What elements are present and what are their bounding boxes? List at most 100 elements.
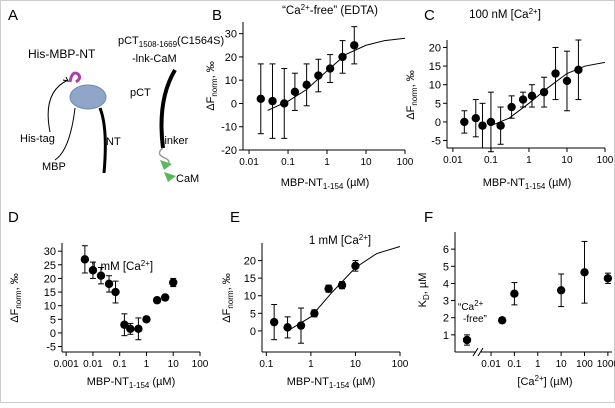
- y-tick-label: 15: [244, 273, 256, 285]
- data-point: [134, 324, 143, 334]
- data-point: [310, 309, 319, 318]
- his-tag: [68, 71, 82, 84]
- label: MBP: [42, 161, 66, 173]
- text-part: “Ca: [458, 302, 475, 313]
- panel-a: A His-MBP-NT pCT1508-1669(C1564S) -lnk-C…: [8, 7, 224, 185]
- annotation: “Ca2+: [458, 299, 484, 313]
- text-part: 1 mM [Ca: [91, 261, 141, 273]
- panel-letter: C: [424, 7, 435, 24]
- data-point: [290, 87, 300, 97]
- x-tick-label: 0.1: [484, 155, 498, 166]
- y-tick-label: 2: [443, 313, 449, 325]
- data-point: [324, 284, 333, 293]
- data-point: [142, 315, 151, 324]
- data-point: [111, 287, 120, 297]
- x-tick-label: 0.1: [507, 359, 521, 370]
- x-tick-label: 0.001: [54, 359, 79, 370]
- data-point: [104, 279, 114, 289]
- y-tick-label: 5: [443, 261, 449, 273]
- text-part: , ‰: [405, 70, 417, 87]
- label: His-MBP-NT: [28, 47, 96, 61]
- annotation: -free”: [463, 314, 487, 325]
- chart-title: “Ca2+-free” (EDTA): [282, 3, 378, 17]
- x-tick-label: 0.1: [281, 157, 295, 168]
- fit-curve: [490, 61, 606, 127]
- y-tick-label: 4: [443, 278, 449, 290]
- subscript: 1-154: [129, 381, 150, 390]
- text-part: ] (µM): [544, 376, 573, 388]
- pct-chain: [159, 68, 177, 149]
- text-part: (µM): [349, 376, 375, 388]
- data-point: [96, 271, 106, 280]
- label: pCT1508-1669(C1564S): [118, 35, 224, 49]
- data-point: [337, 280, 347, 290]
- data-point: [283, 323, 292, 332]
- panel-letter: A: [8, 7, 18, 24]
- x-tick-label: 100: [192, 359, 209, 370]
- y-tick-label: 10: [244, 291, 256, 303]
- y-tick-label: 10: [225, 75, 237, 87]
- data-point: [603, 274, 613, 283]
- y-tick-label: 0: [250, 326, 256, 338]
- x-tick-label: 1: [308, 359, 314, 370]
- data-point: [497, 316, 507, 325]
- x-axis-label: MBP-NT1-154 (µM): [287, 376, 376, 390]
- superscript: 2+: [141, 259, 150, 268]
- chart-title: 100 nM [Ca2+]: [469, 7, 541, 21]
- data-point: [88, 266, 98, 275]
- x-axis-label: MBP-NT1-154 (µM): [281, 177, 370, 191]
- arrow-head: [62, 76, 69, 82]
- y-tick-label: 5: [250, 308, 256, 320]
- y-tick-label: 5: [435, 98, 441, 110]
- text-part: 100 nM [Ca: [469, 9, 529, 21]
- data-point: [471, 114, 480, 123]
- data-point: [350, 41, 359, 50]
- data-point: [510, 289, 519, 298]
- y-axis-label: ΔFnorm, ‰: [405, 70, 419, 119]
- y-tick-label: 20: [44, 273, 56, 285]
- label: CaM: [176, 173, 199, 185]
- x-tick-label: 10: [168, 359, 180, 370]
- text-part: MBP-NT: [287, 376, 329, 388]
- label-part: (C1564S): [177, 35, 224, 47]
- text-part: ΔF: [205, 96, 217, 110]
- x-tick-label: 0.01: [239, 157, 259, 168]
- y-tick-label: -5: [431, 136, 441, 148]
- x-axis-label: [Ca2+] (µM): [517, 374, 572, 388]
- superscript: 2+: [474, 299, 483, 308]
- x-tick-label: 1: [526, 155, 532, 166]
- superscript: 2+: [359, 233, 368, 242]
- text-part: [Ca: [517, 376, 535, 388]
- panel-letter: D: [8, 209, 19, 226]
- y-tick-label: 3: [443, 296, 449, 308]
- y-tick-label: 1: [443, 330, 449, 342]
- fit-curve: [287, 246, 401, 332]
- text-part: MBP-NT: [281, 177, 323, 189]
- y-tick-label: -20: [221, 145, 237, 157]
- x-tick-label: 1: [535, 359, 541, 370]
- data-point: [126, 324, 135, 334]
- text-part: MBP-NT: [87, 376, 129, 388]
- text-part: ΔF: [9, 308, 21, 322]
- x-tick-label: 100: [397, 157, 414, 168]
- y-axis-label: KD, µM: [417, 273, 431, 308]
- data-point: [280, 99, 289, 108]
- label: NT: [106, 136, 121, 148]
- x-axis-label: MBP-NT1-154 (µM): [483, 177, 572, 191]
- y-axis-label: ΔFnorm, ‰: [205, 61, 219, 110]
- data-point: [496, 121, 505, 130]
- arrow: [47, 79, 69, 133]
- y-tick-label: 5: [50, 314, 56, 326]
- x-tick-label: 10: [360, 157, 372, 168]
- cam: [164, 172, 176, 182]
- subscript: norm: [210, 78, 219, 97]
- x-tick-label: 10: [556, 359, 568, 370]
- superscript: 2+: [301, 3, 310, 12]
- y-tick-label: 0: [231, 98, 237, 110]
- data-point: [527, 91, 537, 101]
- text-part: ΔF: [221, 308, 233, 322]
- data-point: [574, 65, 583, 74]
- label: His-tag: [20, 133, 55, 145]
- data-point: [562, 76, 572, 86]
- data-point: [478, 121, 487, 130]
